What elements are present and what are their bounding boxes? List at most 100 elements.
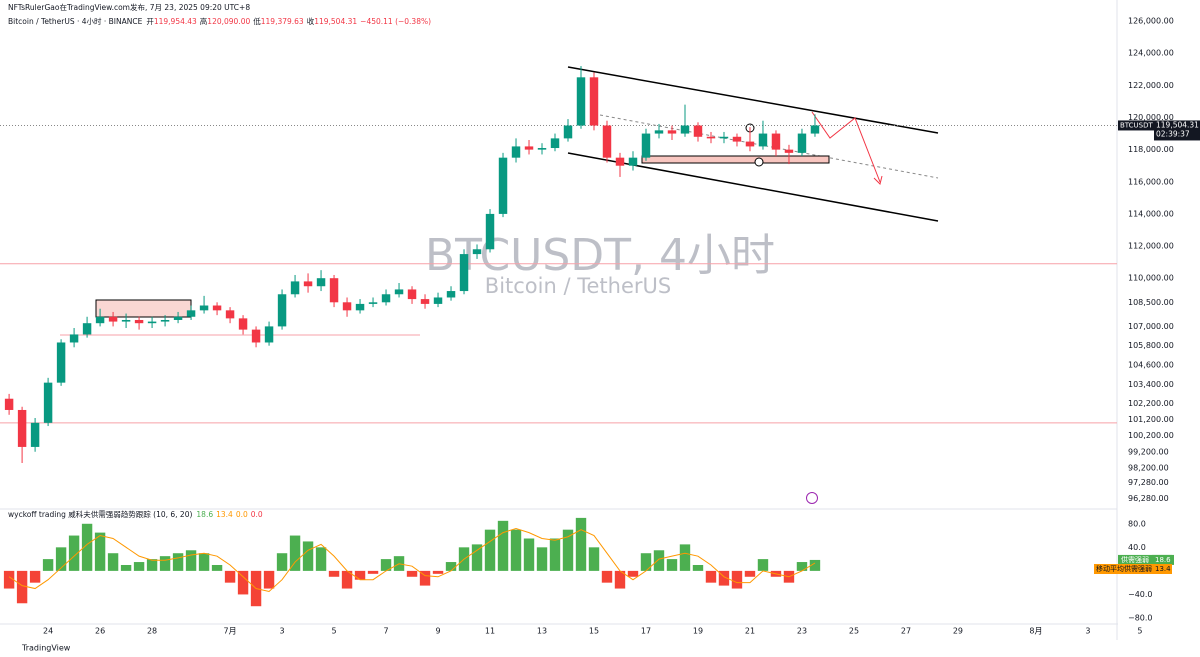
x-tick-label: 26 xyxy=(95,627,105,636)
histogram-bar xyxy=(562,529,574,571)
series-value: 18.6 xyxy=(1155,556,1171,564)
candle-body xyxy=(485,213,495,250)
histogram-bar xyxy=(406,570,418,577)
candle-body xyxy=(680,125,690,134)
indicator-value: 18.6 xyxy=(196,510,213,519)
footer-logo[interactable]: TradingView xyxy=(21,644,71,653)
candle-body xyxy=(732,136,742,142)
candle-body xyxy=(69,334,79,343)
candle-body xyxy=(290,281,300,295)
candle-body xyxy=(173,316,183,320)
x-tick-label: 3 xyxy=(1085,627,1090,636)
high: 120,090.00 xyxy=(207,17,250,26)
footer-bar xyxy=(0,640,1200,657)
x-tick-label: 11 xyxy=(485,627,495,636)
low: 119,379.63 xyxy=(261,17,304,26)
y-tick-label: 108,500.00 xyxy=(1128,298,1174,307)
x-tick-label: 7月 xyxy=(224,627,237,636)
candle-body xyxy=(251,329,261,343)
indicator-tick-label: 40.0 xyxy=(1128,543,1146,552)
histogram-bar xyxy=(302,541,314,571)
indicator-tick-label: −80.0 xyxy=(1128,613,1153,622)
candle-body xyxy=(56,342,66,383)
candle-body xyxy=(394,289,404,295)
symbol: Bitcoin / TetherUS · 4小时 · BINANCE xyxy=(8,16,143,26)
histogram-bar xyxy=(484,529,496,571)
candle-body xyxy=(30,422,40,447)
x-tick-label: 15 xyxy=(589,627,599,636)
histogram-bar xyxy=(705,570,717,583)
indicator-title: wyckoff trading 威科夫供需强弱趋势跟踪 (10, 6, 20) xyxy=(8,509,192,519)
y-tick-label: 102,200.00 xyxy=(1128,399,1174,408)
series-tag xyxy=(1152,554,1174,565)
histogram-bar xyxy=(42,559,54,571)
candle-body xyxy=(420,299,430,304)
range-box xyxy=(95,299,192,318)
histogram-bar xyxy=(16,570,28,604)
x-tick-label: 24 xyxy=(43,627,53,636)
candle-body xyxy=(758,133,768,147)
x-tick-label: 17 xyxy=(641,627,651,636)
candle-body xyxy=(771,133,781,150)
histogram-bar xyxy=(497,520,509,571)
histogram-bar xyxy=(224,570,236,583)
x-tick-label: 7 xyxy=(383,627,388,636)
projection-arrowhead xyxy=(873,175,883,185)
candle-body xyxy=(95,316,105,324)
histogram-bar xyxy=(354,570,366,580)
y-tick-label: 126,000.00 xyxy=(1128,17,1174,26)
open-label: 开 xyxy=(146,17,154,26)
histogram-bar xyxy=(341,570,353,589)
histogram-bar xyxy=(81,523,93,571)
candle-body xyxy=(264,326,274,343)
candle-body xyxy=(277,294,287,327)
candle-body xyxy=(667,130,677,134)
indicator-legend: wyckoff trading 威科夫供需强弱趋势跟踪 (10, 6, 20) 1… xyxy=(8,509,263,519)
candle-body xyxy=(43,382,53,423)
histogram-bar xyxy=(146,559,158,571)
candle-body xyxy=(706,136,716,139)
event-icon[interactable] xyxy=(806,492,818,504)
histogram-bar xyxy=(120,564,132,571)
histogram-bar xyxy=(367,570,379,574)
candle-body xyxy=(784,149,794,153)
x-tick-label: 23 xyxy=(797,627,807,636)
candle-body xyxy=(641,133,651,158)
histogram-bar xyxy=(198,553,210,571)
candle-body xyxy=(4,398,14,410)
y-tick-label: 116,000.00 xyxy=(1128,177,1174,186)
price-axis-bg xyxy=(1118,0,1200,640)
x-tick-label: 28 xyxy=(147,627,157,636)
candle-body xyxy=(329,278,339,303)
candle-body xyxy=(589,77,599,126)
histogram-bar xyxy=(68,535,80,571)
series-name: 供需强弱 xyxy=(1121,555,1149,564)
indicator-tick-label: −40.0 xyxy=(1128,590,1153,599)
candle-body xyxy=(537,148,547,150)
series-tag xyxy=(1118,554,1172,565)
histogram-bar xyxy=(679,544,691,571)
candle-body xyxy=(693,125,703,137)
marker-circle xyxy=(754,157,764,167)
histogram-bar xyxy=(471,544,483,571)
x-tick-label: 9 xyxy=(435,627,440,636)
candle-body xyxy=(212,305,222,311)
histogram-bar xyxy=(510,529,522,571)
histogram-bar xyxy=(3,570,15,589)
histogram-bar xyxy=(744,570,756,577)
candle-body xyxy=(108,316,118,322)
histogram-bar xyxy=(653,550,665,571)
histogram-bar xyxy=(601,570,613,583)
histogram-bar xyxy=(666,559,678,571)
candle-body xyxy=(433,297,443,304)
candle-body xyxy=(186,310,196,317)
y-tick-label: 97,280.00 xyxy=(1128,478,1169,487)
y-tick-label: 122,000.00 xyxy=(1128,81,1174,90)
candle-body xyxy=(407,289,417,300)
histogram-bar xyxy=(757,559,769,571)
histogram-bar xyxy=(107,553,119,571)
candle-body xyxy=(459,254,469,292)
y-tick-label: 118,000.00 xyxy=(1128,145,1174,154)
